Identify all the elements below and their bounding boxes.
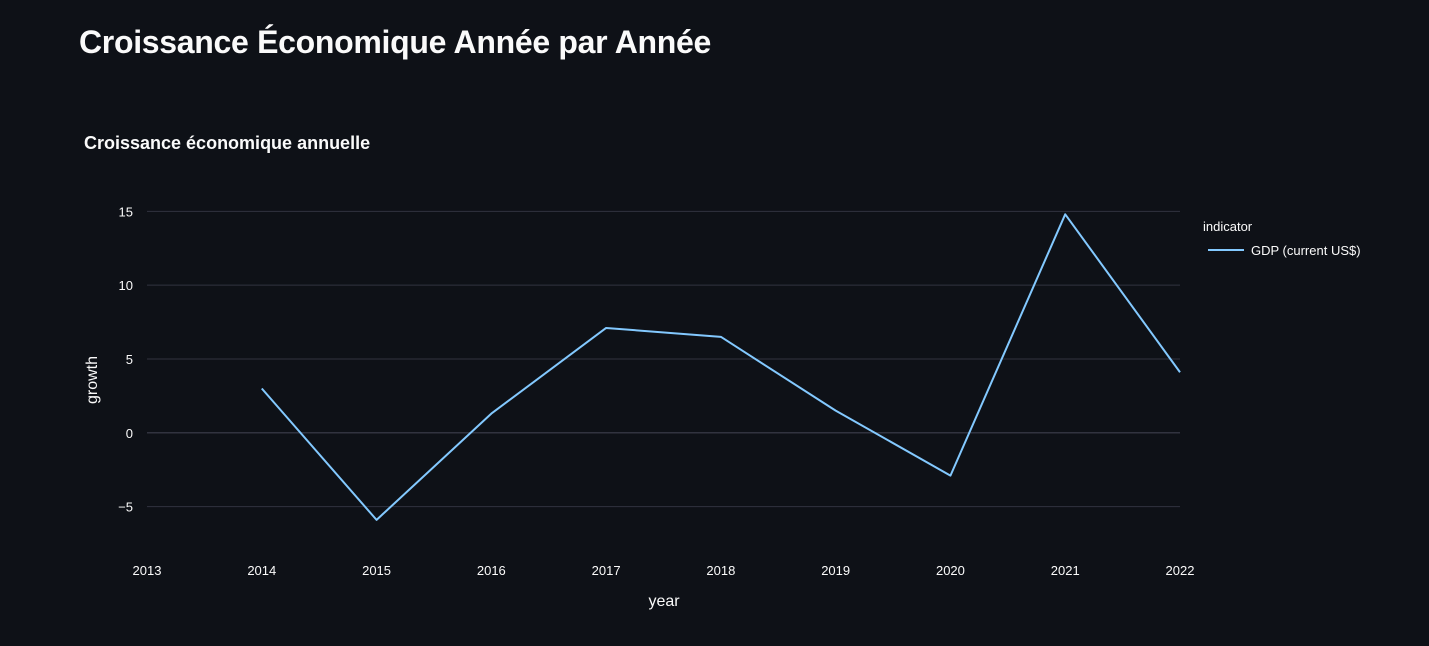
legend-items: GDP (current US$) [1208, 243, 1361, 258]
y-tick-label: 15 [119, 204, 133, 219]
x-tick-label: 2015 [362, 563, 391, 578]
x-tick-label: 2019 [821, 563, 850, 578]
legend-item-label: GDP (current US$) [1251, 243, 1361, 258]
series-layer [262, 214, 1180, 520]
y-tick-label: −5 [118, 500, 133, 515]
y-tick-label: 0 [126, 426, 133, 441]
y-tick-label: 5 [126, 352, 133, 367]
y-tick-label: 10 [119, 278, 133, 293]
y-axis-label: growth [84, 356, 101, 404]
y-tick-labels: 15 10 5 0 −5 [118, 204, 133, 514]
x-axis-label: year [648, 593, 680, 610]
x-tick-label: 2018 [706, 563, 735, 578]
x-tick-label: 2014 [247, 563, 276, 578]
x-tick-label: 2021 [1051, 563, 1080, 578]
grid-layer [147, 211, 1180, 506]
chart-title: Croissance économique annuelle [84, 133, 370, 153]
x-tick-label: 2013 [133, 563, 162, 578]
x-tick-labels: 2013 2014 2015 2016 2017 2018 2019 2020 2021 2022 [133, 563, 1195, 578]
x-tick-label: 2022 [1166, 563, 1195, 578]
x-tick-label: 2017 [592, 563, 621, 578]
series-line [262, 214, 1180, 520]
x-tick-label: 2016 [477, 563, 506, 578]
x-tick-label: 2020 [936, 563, 965, 578]
legend: indicator GDP (current US$) [1203, 219, 1361, 258]
legend-title: indicator [1203, 219, 1253, 234]
